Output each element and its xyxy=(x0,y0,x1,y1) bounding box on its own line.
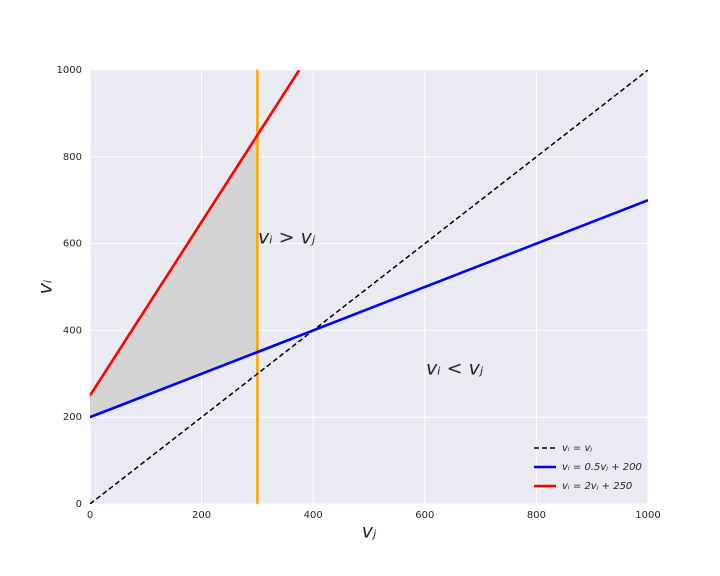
x-axis-label: vⱼ xyxy=(362,521,377,543)
y-tick-label: 800 xyxy=(63,152,82,163)
y-tick-label: 400 xyxy=(63,325,82,336)
annotation: vᵢ > vⱼ xyxy=(258,227,316,249)
line xyxy=(90,70,301,397)
line xyxy=(90,70,648,504)
y-tick-label: 0 xyxy=(76,499,82,510)
annotation: vᵢ < vⱼ xyxy=(426,358,484,380)
y-tick-label: 1000 xyxy=(57,65,82,76)
x-tick-label: 200 xyxy=(192,510,211,521)
x-tick-label: 800 xyxy=(527,510,546,521)
x-tick-label: 0 xyxy=(87,510,93,521)
y-tick-label: 600 xyxy=(63,239,82,250)
y-tick-label: 200 xyxy=(63,412,82,423)
x-tick-label: 600 xyxy=(415,510,434,521)
line xyxy=(90,198,648,419)
x-tick-label: 1000 xyxy=(635,510,660,521)
x-tick-label: 400 xyxy=(304,510,323,521)
legend-label: vᵢ = 2vⱼ + 250 xyxy=(562,481,632,492)
y-axis-label: vᵢ xyxy=(35,280,57,295)
legend-label: vᵢ = 0.5vⱼ + 200 xyxy=(562,462,642,473)
fill-region xyxy=(90,135,258,418)
legend-label: vᵢ = vⱼ xyxy=(562,443,592,454)
